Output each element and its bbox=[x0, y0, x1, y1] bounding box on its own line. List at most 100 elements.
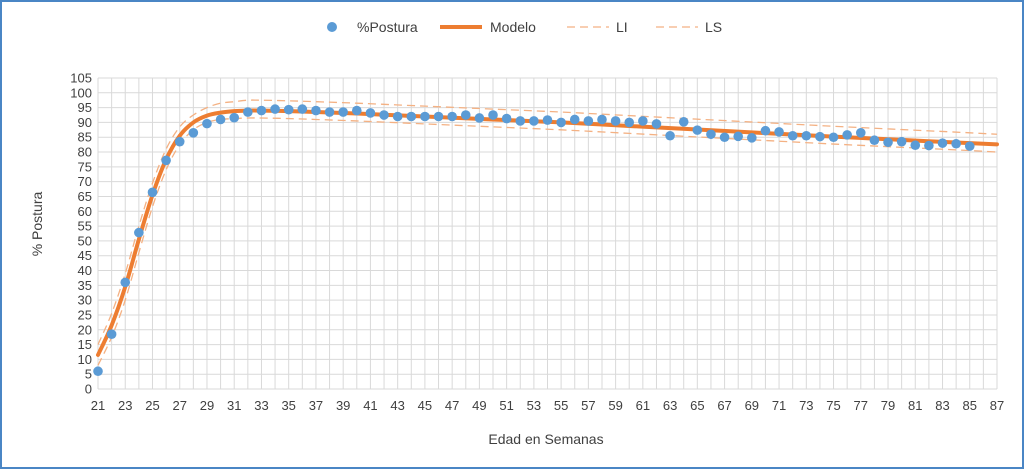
y-tick-label: 10 bbox=[78, 352, 92, 367]
x-tick-label: 67 bbox=[717, 398, 731, 413]
data-point[interactable] bbox=[733, 131, 743, 142]
data-point[interactable] bbox=[924, 140, 934, 151]
data-point[interactable] bbox=[706, 129, 716, 140]
data-point[interactable] bbox=[433, 111, 444, 122]
data-point[interactable] bbox=[842, 130, 852, 140]
x-tick-label: 37 bbox=[309, 398, 323, 413]
data-point[interactable] bbox=[529, 116, 539, 126]
x-tick-label: 77 bbox=[854, 398, 868, 413]
x-tick-label: 63 bbox=[663, 398, 677, 413]
data-point[interactable] bbox=[311, 105, 321, 116]
data-point[interactable] bbox=[760, 125, 771, 136]
data-point[interactable] bbox=[910, 140, 921, 151]
data-point[interactable] bbox=[352, 105, 362, 116]
data-point[interactable] bbox=[678, 117, 689, 127]
legend-item-ls[interactable]: LS bbox=[656, 19, 722, 35]
x-tick-label: 45 bbox=[418, 398, 432, 413]
data-point[interactable] bbox=[747, 133, 757, 143]
y-tick-label: 5 bbox=[85, 367, 92, 382]
y-tick-label: 15 bbox=[78, 337, 92, 352]
x-tick-label: 87 bbox=[990, 398, 1004, 413]
x-tick-label: 51 bbox=[499, 398, 513, 413]
data-point[interactable] bbox=[420, 111, 430, 122]
x-tick-label: 65 bbox=[690, 398, 704, 413]
y-tick-label: 80 bbox=[78, 145, 92, 160]
data-point[interactable] bbox=[787, 130, 798, 141]
data-point[interactable] bbox=[651, 119, 662, 129]
data-point[interactable] bbox=[869, 135, 880, 145]
data-point[interactable] bbox=[883, 137, 893, 148]
data-point[interactable] bbox=[283, 104, 294, 115]
x-tick-label: 33 bbox=[254, 398, 268, 413]
data-point[interactable] bbox=[951, 138, 961, 149]
data-point[interactable] bbox=[161, 155, 171, 166]
data-point[interactable] bbox=[93, 366, 103, 377]
data-point[interactable] bbox=[406, 111, 417, 122]
data-point[interactable] bbox=[229, 112, 240, 123]
data-point[interactable] bbox=[542, 115, 553, 125]
data-point[interactable] bbox=[855, 127, 866, 138]
data-point[interactable] bbox=[638, 116, 648, 126]
data-point[interactable] bbox=[474, 113, 485, 123]
data-point[interactable] bbox=[297, 104, 308, 114]
x-tick-label: 31 bbox=[227, 398, 241, 413]
data-point[interactable] bbox=[692, 125, 703, 135]
data-point[interactable] bbox=[556, 117, 566, 128]
legend-item-li[interactable]: LI bbox=[567, 19, 628, 35]
x-tick-label: 29 bbox=[200, 398, 214, 413]
x-tick-label: 53 bbox=[527, 398, 541, 413]
x-tick-label: 49 bbox=[472, 398, 486, 413]
y-tick-label: 105 bbox=[70, 71, 92, 86]
y-tick-label: 45 bbox=[78, 248, 92, 263]
y-tick-label: 85 bbox=[78, 130, 92, 145]
data-point[interactable] bbox=[815, 131, 825, 142]
data-point[interactable] bbox=[215, 114, 226, 125]
data-point[interactable] bbox=[365, 108, 376, 118]
y-tick-label: 25 bbox=[78, 307, 92, 322]
data-point[interactable] bbox=[937, 138, 948, 148]
data-point[interactable] bbox=[896, 136, 907, 147]
data-point[interactable] bbox=[392, 111, 403, 122]
data-point[interactable] bbox=[569, 114, 580, 125]
data-point[interactable] bbox=[256, 105, 267, 116]
data-point[interactable] bbox=[624, 117, 635, 128]
data-point[interactable] bbox=[379, 110, 389, 120]
legend-item-modelo[interactable]: Modelo bbox=[440, 19, 536, 35]
data-point[interactable] bbox=[202, 118, 212, 129]
data-point[interactable] bbox=[174, 136, 185, 147]
data-point[interactable] bbox=[120, 277, 131, 288]
data-point[interactable] bbox=[447, 111, 457, 122]
data-point[interactable] bbox=[188, 127, 199, 138]
x-tick-label: 81 bbox=[908, 398, 922, 413]
legend-label-postura: %Postura bbox=[357, 19, 418, 35]
data-point[interactable] bbox=[774, 127, 784, 137]
data-point[interactable] bbox=[665, 130, 675, 141]
data-point[interactable] bbox=[488, 110, 498, 120]
legend-item-postura[interactable]: %Postura bbox=[327, 19, 418, 35]
data-point[interactable] bbox=[610, 116, 621, 126]
data-point[interactable] bbox=[964, 141, 975, 151]
data-point[interactable] bbox=[801, 130, 812, 141]
data-point[interactable] bbox=[501, 113, 512, 124]
data-point[interactable] bbox=[828, 132, 839, 143]
x-tick-label: 61 bbox=[636, 398, 650, 413]
data-point[interactable] bbox=[243, 107, 253, 117]
data-point[interactable] bbox=[134, 227, 144, 238]
tick-layer: 0510152025303540455055606570758085909510… bbox=[70, 71, 1004, 414]
data-point[interactable] bbox=[460, 110, 471, 120]
x-tick-label: 43 bbox=[390, 398, 404, 413]
data-point[interactable] bbox=[338, 107, 348, 117]
point-layer bbox=[93, 104, 975, 377]
data-point[interactable] bbox=[106, 329, 117, 340]
x-tick-label: 73 bbox=[799, 398, 813, 413]
data-point[interactable] bbox=[147, 187, 158, 198]
y-tick-label: 50 bbox=[78, 233, 92, 248]
data-point[interactable] bbox=[597, 114, 607, 125]
data-point[interactable] bbox=[515, 116, 526, 126]
data-point[interactable] bbox=[270, 104, 280, 114]
data-point[interactable] bbox=[583, 116, 594, 126]
x-axis-title: Edad en Semanas bbox=[488, 431, 603, 447]
data-point[interactable] bbox=[324, 107, 335, 117]
data-point[interactable] bbox=[719, 132, 730, 143]
